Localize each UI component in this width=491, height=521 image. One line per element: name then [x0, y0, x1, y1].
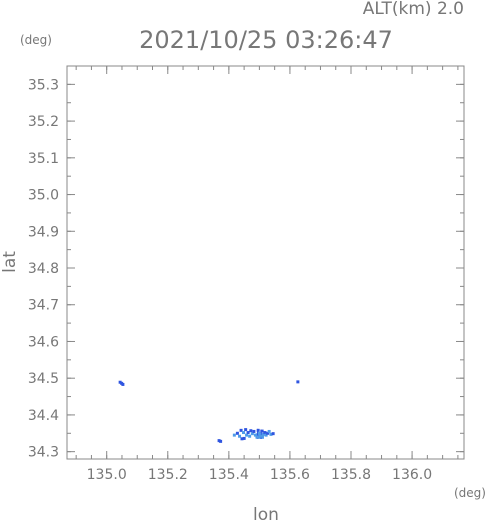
echo-point	[253, 433, 257, 437]
timestamp-title: 2021/10/25 03:26:47	[139, 26, 393, 54]
echo-point	[256, 428, 260, 432]
y-tick-label: 35.3	[28, 77, 59, 93]
y-tick-label: 34.8	[28, 261, 59, 277]
echo-point	[269, 432, 273, 436]
echo-point	[232, 433, 236, 437]
echo-point	[250, 432, 254, 436]
echo-point	[296, 380, 300, 384]
echo-point	[259, 434, 263, 438]
echo-point	[261, 432, 265, 436]
x-tick-label: 135.8	[331, 467, 371, 483]
echo-point	[246, 431, 250, 435]
echo-point	[255, 435, 259, 439]
echo-point	[267, 429, 271, 433]
echo-point	[266, 431, 270, 435]
y-tick-label: 34.9	[28, 224, 59, 240]
echo-point	[263, 431, 267, 435]
echo-point	[244, 428, 248, 432]
y-tick-label: 35.0	[28, 188, 59, 204]
echo-point	[219, 439, 223, 443]
echo-point	[242, 431, 246, 435]
echo-point	[238, 434, 242, 438]
y-tick-label: 35.2	[28, 114, 59, 130]
y-tick-label: 34.6	[28, 334, 59, 350]
x-axis-title: lon	[253, 505, 279, 521]
echo-point	[271, 432, 275, 436]
x-tick-label: 135.0	[87, 467, 127, 483]
y-tick-label: 34.7	[28, 298, 59, 314]
echo-cell-cluster	[256, 428, 259, 439]
x-tick-label: 135.2	[148, 467, 188, 483]
echo-point	[235, 431, 239, 435]
echo-point	[242, 436, 246, 440]
echo-point	[239, 428, 243, 432]
x-tick-label: 136.0	[392, 467, 432, 483]
y-tick-label: 34.3	[28, 445, 59, 461]
echo-point	[217, 439, 221, 443]
echo-point	[248, 434, 252, 438]
echo-point	[118, 380, 122, 384]
altitude-label: ALT(km) 2.0	[363, 0, 464, 19]
echo-point	[240, 437, 244, 441]
echo-point	[264, 433, 268, 437]
y-tick-label: 35.1	[28, 151, 59, 167]
plot-frame	[66, 65, 465, 460]
echo-point	[245, 433, 249, 437]
axis-ticks: 135.0 135.2 135.4 135.6 135.8 136.0 34.3 34.4 34…	[28, 65, 464, 483]
y-axis-title: lat	[0, 251, 20, 273]
echo-marks	[118, 380, 300, 443]
y-tick-label: 34.4	[28, 408, 59, 424]
x-tick-label: 135.4	[209, 467, 249, 483]
x-tick-label: 135.6	[270, 467, 310, 483]
y-tick-label: 34.5	[28, 371, 59, 387]
echo-point	[257, 431, 261, 435]
echo-point	[260, 429, 264, 433]
y-unit-label: (deg)	[20, 33, 52, 47]
echo-point	[252, 429, 256, 433]
echo-point	[249, 429, 253, 433]
x-unit-label: (deg)	[454, 486, 486, 500]
echo-point	[121, 382, 125, 386]
echo-cell-cluster	[260, 429, 262, 439]
